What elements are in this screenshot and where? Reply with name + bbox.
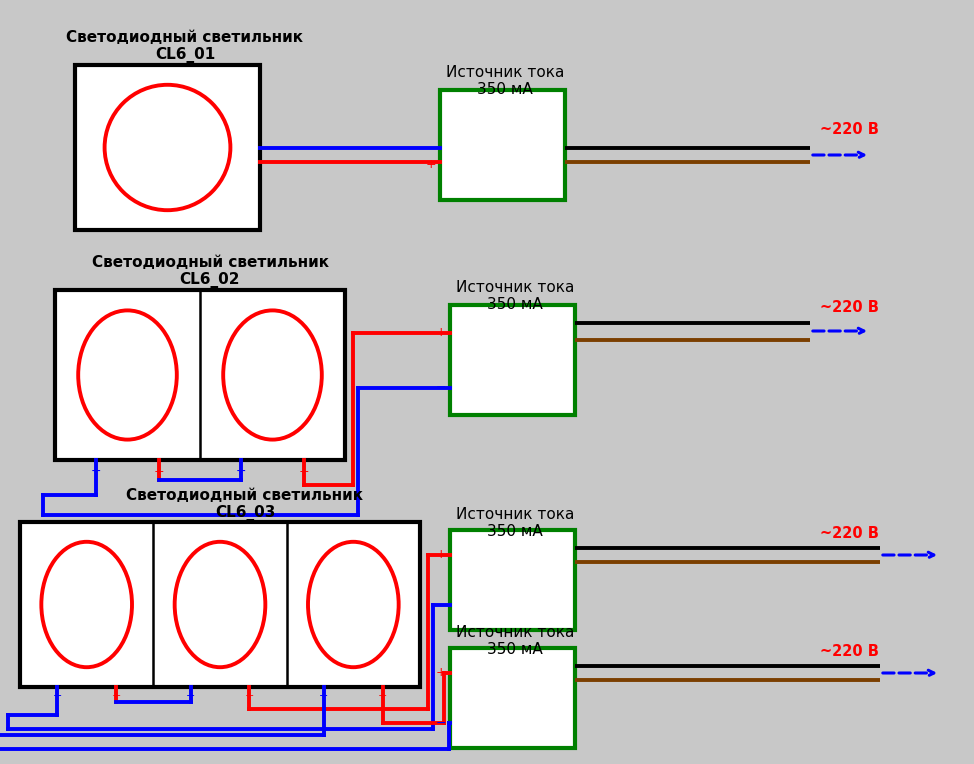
Ellipse shape <box>308 542 398 667</box>
Text: +: + <box>154 465 165 478</box>
Bar <box>450 305 575 415</box>
Text: ~220 В: ~220 В <box>820 526 879 540</box>
Text: Светодиодный светильник
CL6_01: Светодиодный светильник CL6_01 <box>66 30 304 63</box>
Text: −: − <box>236 465 245 478</box>
Text: −: − <box>426 141 436 154</box>
Text: Источник тока
350 мА: Источник тока 350 мА <box>456 625 575 657</box>
Text: +: + <box>435 666 446 679</box>
Text: ~220 В: ~220 В <box>820 643 879 659</box>
Text: +: + <box>426 157 436 170</box>
Bar <box>450 648 575 748</box>
Text: +: + <box>299 465 310 478</box>
Ellipse shape <box>41 542 132 667</box>
Text: Светодиодный светильник
CL6_02: Светодиодный светильник CL6_02 <box>92 255 328 288</box>
Text: −: − <box>91 465 101 478</box>
Text: ~220 В: ~220 В <box>820 300 879 316</box>
Text: Светодиодный светильник
CL6_03: Светодиодный светильник CL6_03 <box>127 488 363 521</box>
Text: −: − <box>53 691 62 701</box>
Text: ~220 В: ~220 В <box>820 122 879 138</box>
Bar <box>20 522 420 687</box>
Text: −: − <box>435 381 446 394</box>
Ellipse shape <box>104 85 231 210</box>
Text: +: + <box>435 549 446 562</box>
Ellipse shape <box>78 310 177 439</box>
Text: Источник тока
350 мА: Источник тока 350 мА <box>456 280 575 312</box>
Text: +: + <box>111 691 121 701</box>
Text: Источник тока
350 мА: Источник тока 350 мА <box>456 507 575 539</box>
Text: +: + <box>435 326 446 339</box>
Text: −: − <box>435 717 446 730</box>
Text: −: − <box>435 598 446 611</box>
Bar <box>55 290 345 460</box>
Bar <box>75 65 260 230</box>
Bar <box>440 90 565 200</box>
Text: Источник тока
350 мА: Источник тока 350 мА <box>446 65 564 97</box>
Text: −: − <box>186 691 196 701</box>
Ellipse shape <box>223 310 321 439</box>
Text: +: + <box>244 691 254 701</box>
Text: −: − <box>319 691 328 701</box>
Text: +: + <box>378 691 388 701</box>
Bar <box>450 530 575 630</box>
Ellipse shape <box>174 542 265 667</box>
